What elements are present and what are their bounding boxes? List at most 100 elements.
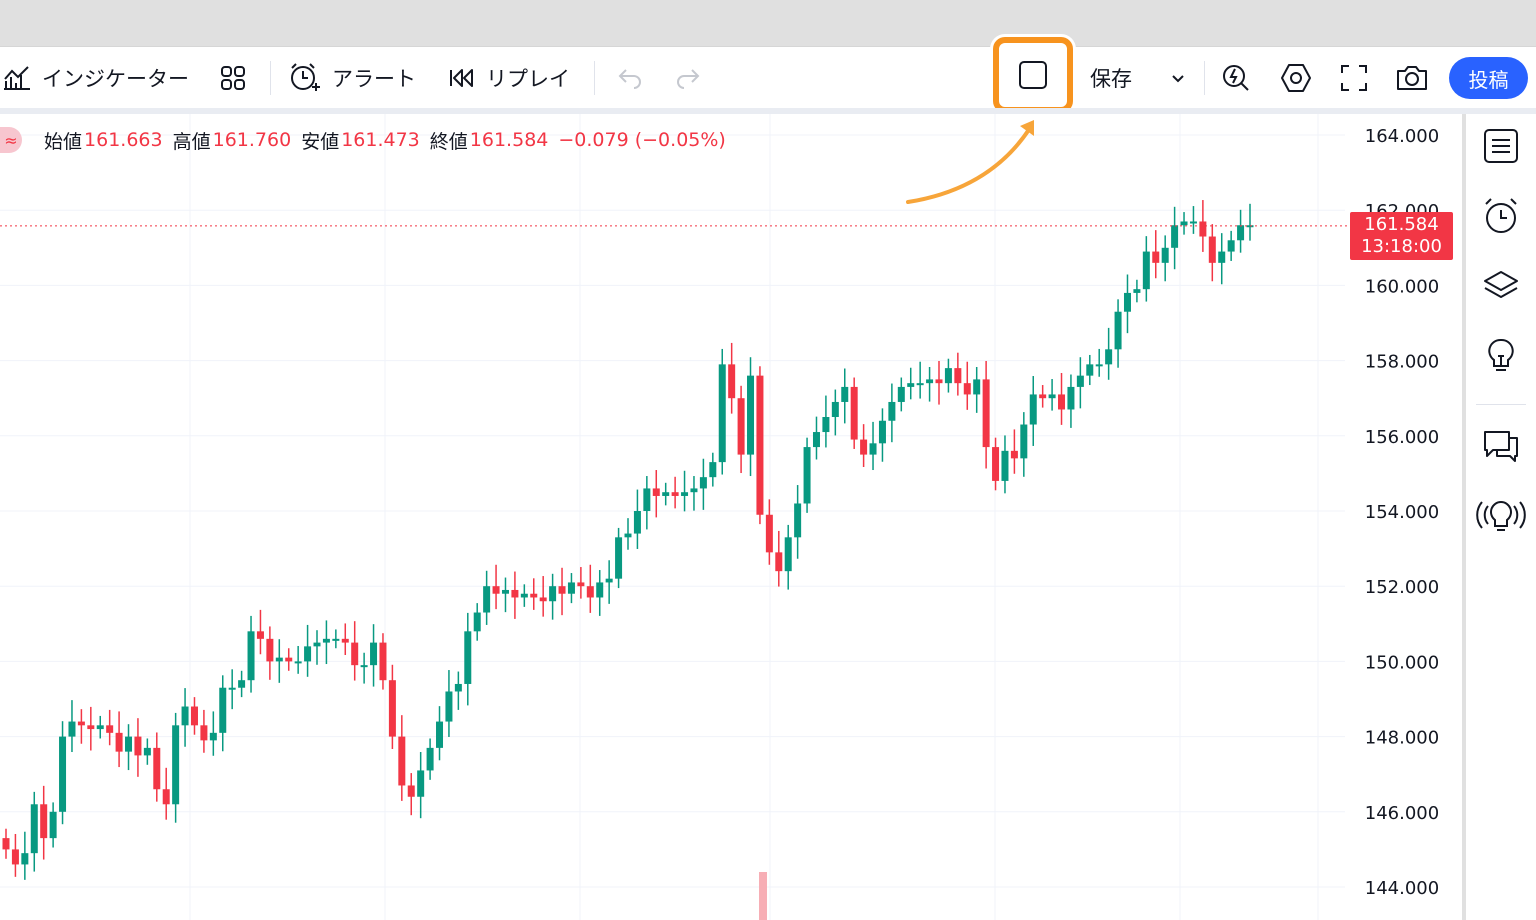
annotation-arrow-head (1020, 120, 1034, 136)
candle-body (162, 789, 170, 805)
right-sidebar (1466, 114, 1536, 920)
replay-button[interactable]: リプレイ (448, 47, 570, 109)
candle-body (926, 379, 934, 384)
chevron-down-icon (1168, 68, 1188, 88)
layouts-button[interactable] (218, 47, 248, 109)
candlestick-chart[interactable]: 164.000162.000160.000158.000156.000154.0… (0, 114, 1462, 920)
candle-body (115, 732, 123, 752)
y-tick-label: 164.000 (1365, 126, 1439, 147)
candle-body (313, 642, 321, 647)
candle-body (615, 537, 623, 579)
candle-body (1199, 221, 1207, 237)
streams-button[interactable] (1476, 496, 1526, 540)
candle-body (878, 420, 886, 444)
symbol-badge[interactable]: ≈ (0, 127, 22, 153)
last-price-label: 161.584 13:18:00 (1350, 212, 1453, 260)
redo-button[interactable] (674, 47, 702, 109)
fullscreen-button[interactable] (1339, 47, 1369, 109)
candle-body (982, 379, 990, 448)
candle-body (483, 586, 491, 613)
candle-body (473, 612, 481, 632)
candle-body (850, 386, 858, 440)
redo-icon (674, 64, 702, 92)
indicators-label: インジケーター (42, 67, 189, 91)
candle-body (1020, 424, 1028, 459)
candle-body (1095, 364, 1103, 367)
y-tick-label: 152.000 (1365, 577, 1439, 598)
post-button[interactable]: 投稿 (1449, 57, 1528, 99)
candle-body (96, 725, 104, 730)
candle-body (172, 725, 180, 805)
candle-body (501, 589, 509, 594)
candle-body (624, 533, 632, 538)
candle-body (40, 804, 48, 839)
candle-body (869, 443, 877, 455)
lightbulb-icon (1481, 336, 1521, 380)
candle-body (520, 593, 528, 598)
square-icon (1017, 59, 1049, 91)
y-tick-label: 158.000 (1365, 352, 1439, 373)
candle-body (436, 721, 444, 748)
candle-body (775, 552, 783, 572)
candle-body (530, 593, 538, 598)
candle-body (907, 383, 915, 387)
candle-body (445, 691, 453, 722)
toggle-layout-button[interactable] (993, 37, 1073, 113)
last-price: 161.584 (1364, 214, 1439, 235)
candle-body (586, 586, 594, 598)
settings-button[interactable] (1279, 47, 1313, 109)
candle-body (1001, 450, 1009, 481)
undo-icon (616, 64, 644, 92)
object-tree-button[interactable] (1479, 266, 1523, 310)
candle-body (1189, 221, 1197, 224)
candle-body (699, 477, 707, 489)
candle-body (718, 364, 726, 463)
undo-button[interactable] (616, 47, 644, 109)
candle-body (1123, 292, 1131, 312)
low-value: 161.473 (341, 129, 420, 151)
candle-body (1227, 240, 1235, 252)
candle-body (539, 597, 547, 602)
candle-body (200, 725, 208, 741)
candle-body (294, 661, 302, 664)
candle-body (1237, 225, 1245, 241)
ideas-button[interactable] (1479, 336, 1523, 380)
candle-body (256, 631, 264, 639)
quick-search-button[interactable] (1220, 47, 1252, 109)
candle-body (1180, 221, 1188, 226)
change-value: −0.079 (−0.05%) (558, 129, 726, 151)
candle-body (492, 586, 500, 594)
candle-body (728, 364, 736, 399)
candle-body (454, 683, 462, 692)
replay-icon (448, 64, 476, 92)
candle-body (1142, 251, 1150, 290)
alert-button[interactable]: アラート (288, 47, 416, 109)
close-label: 終値 (429, 130, 468, 153)
save-button[interactable]: 保存 (1090, 47, 1132, 109)
candle-body (633, 511, 641, 534)
toolbar-divider (594, 61, 595, 95)
chart-pane[interactable] (0, 114, 1462, 920)
candle-body (30, 804, 38, 854)
candle-body (59, 736, 67, 812)
indicators-button[interactable]: インジケーター (2, 47, 189, 109)
snapshot-button[interactable] (1395, 47, 1429, 109)
watchlist-button[interactable] (1479, 126, 1523, 170)
chart-grid (0, 114, 1345, 920)
bar-countdown: 13:18:00 (1361, 236, 1442, 257)
candle-body (1048, 394, 1056, 399)
open-value: 161.663 (84, 129, 163, 151)
y-tick-label: 160.000 (1365, 276, 1439, 297)
save-menu-button[interactable] (1168, 47, 1188, 109)
layers-icon (1481, 266, 1521, 310)
candle-body (351, 642, 359, 666)
chats-button[interactable] (1479, 426, 1523, 470)
candle-body (153, 747, 161, 790)
annotation-arrow (906, 126, 1032, 204)
replay-label: リプレイ (486, 67, 570, 91)
alerts-panel-button[interactable] (1479, 196, 1523, 240)
candle-body (77, 721, 85, 726)
candle-body (238, 680, 246, 688)
sidebar-divider (1476, 404, 1526, 405)
browser-top-bar (0, 0, 1536, 46)
